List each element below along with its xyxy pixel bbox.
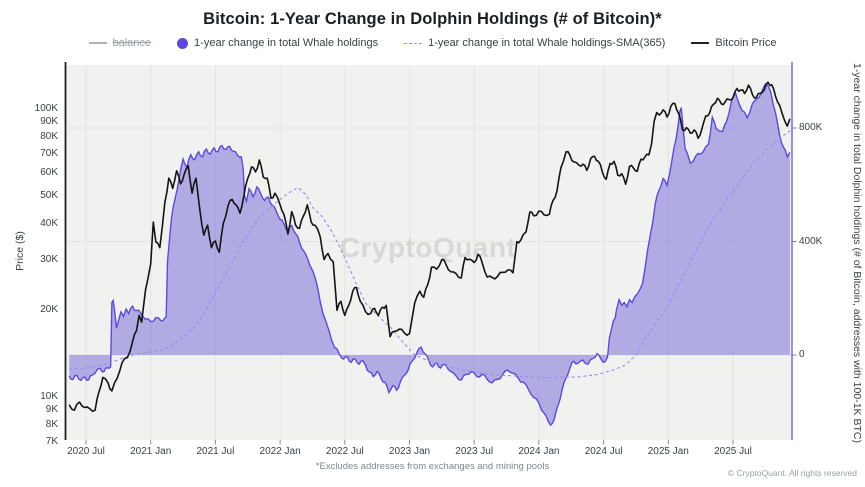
x-tick-label: 2023 Jan [388,446,431,457]
y-left-tick-label: 70K [40,147,58,159]
y-left-tick-label: 8K [45,418,58,430]
copyright-text: © CryptoQuant. All rights reserved [727,468,857,478]
legend-label: 1-year change in total Whale holdings [194,37,379,49]
page-title: Bitcoin: 1-Year Change in Dolphin Holdin… [203,10,662,28]
x-tick-label: 2025 Jul [714,446,752,457]
legend-line-icon [404,42,423,44]
y-left-tick-label: 90K [40,116,58,128]
legend-item-balance[interactable]: balance [88,37,152,49]
x-tick-label: 2022 Jan [259,446,301,457]
y-left-tick-label: 80K [40,130,58,142]
x-tick-label: 2021 Jul [196,446,235,457]
legend-label: balance [112,37,152,49]
y-right-tick-label: 0 [799,349,805,360]
legend-line-icon [691,42,710,44]
chart-legend: balance 1-year change in total Whale hold… [0,37,865,49]
y-left-tick-label: 40K [40,217,58,229]
y-left-tick-label: 30K [40,253,58,265]
y-left-tick-label: 9K [45,404,58,416]
x-tick-label: 2022 Jul [325,446,364,457]
y-left-tick-label: 100K [34,103,58,114]
x-tick-label: 2025 Jan [647,446,689,457]
x-tick-label: 2024 Jul [584,446,623,457]
x-tick-label: 2020 Jul [67,446,105,457]
y-left-tick-label: 20K [40,304,58,316]
x-tick-label: 2023 Jul [455,446,494,457]
watermark: CryptoQuant [340,232,517,263]
dolphin-change-line [68,82,791,427]
legend-item-sma[interactable]: 1-year change in total Whale holdings-SM… [404,37,665,49]
legend-line-icon [88,42,107,44]
legend-label: 1-year change in total Whale holdings-SM… [428,37,666,49]
y-left-tick-label: 50K [40,189,58,201]
legend-item-whale-holdings[interactable]: 1-year change in total Whale holdings [177,37,378,49]
chart-footnote: *Excludes addresses from exchanges and m… [315,461,550,472]
x-tick-label: 2024 Jan [518,446,560,457]
y-left-tick-label: 10K [40,391,58,402]
right-axis-title: 1-year change in total Dolphin holdings … [851,63,863,443]
sma-line [69,130,791,379]
bitcoin-price-line [68,81,791,413]
y-right-tick-label: 800K [799,122,823,133]
y-left-tick-label: 60K [40,166,58,178]
left-axis-title: Price ($) [14,231,26,271]
legend-dot-icon [177,37,189,49]
y-right-tick-label: 400K [799,235,823,247]
legend-item-bitcoin-price[interactable]: Bitcoin Price [691,37,777,49]
legend-label: Bitcoin Price [715,37,777,49]
y-left-tick-label: 7K [45,435,58,447]
x-tick-label: 2021 Jan [130,446,172,457]
